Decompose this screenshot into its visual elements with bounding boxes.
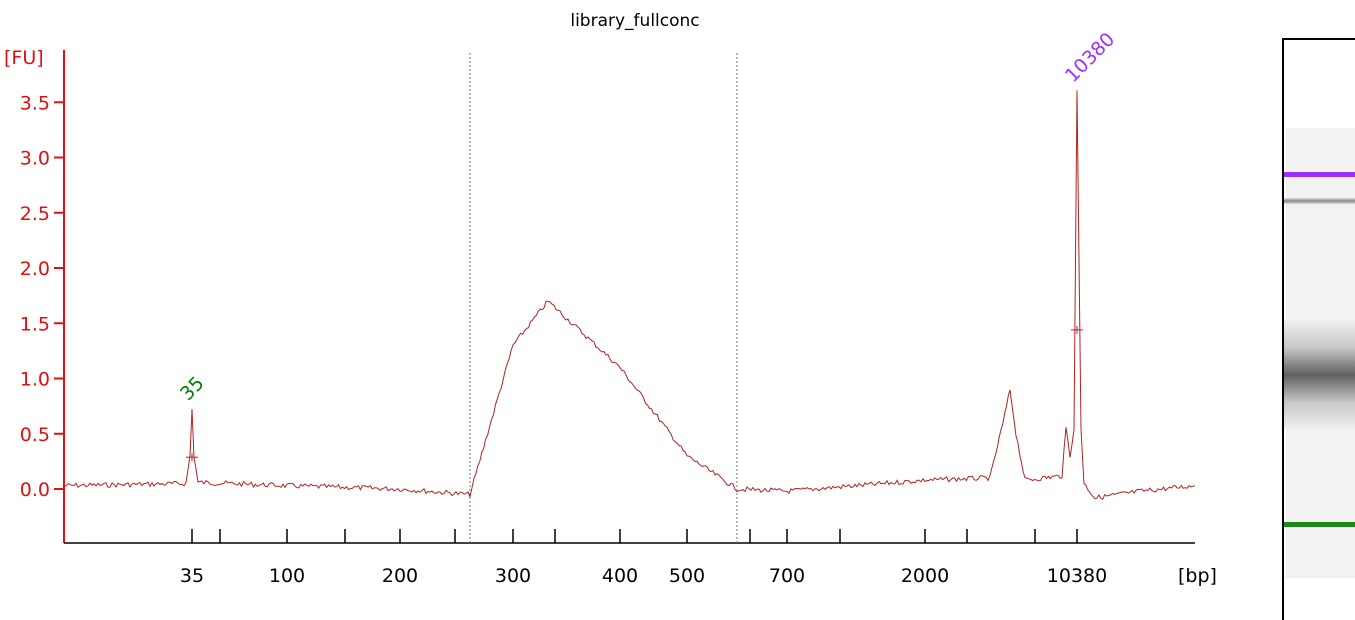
y-axis-label: [FU] [4,47,44,69]
y-tick-label: 1.0 [20,369,50,391]
x-tick-label: 100 [269,565,305,587]
y-tick-label: 1.5 [20,313,50,335]
gel-band-library-smear [1284,320,1355,430]
y-tick-label: 0.5 [20,424,50,446]
gel-image [1282,38,1355,620]
gel-band-lower-marker [1284,522,1355,527]
peak-label: 10380 [1061,28,1119,86]
y-tick-label: 3.0 [20,148,50,170]
x-tick-label: 10380 [1047,565,1107,587]
chart-title: library_fullconc [570,11,699,31]
x-tick-label: 500 [669,565,705,587]
trace-line [63,90,1196,500]
x-tick-label: 400 [602,565,638,587]
x-axis-label: [bp] [1178,565,1217,587]
x-tick-label: 300 [495,565,531,587]
x-tick-label: 35 [180,565,204,587]
x-tick-label: 700 [769,565,805,587]
y-tick-label: 0.0 [20,479,50,501]
y-tick-label: 2.5 [20,203,50,225]
electropherogram: library_fullconc [FU] [bp] 0.0 0.5 1.0 1.5 2… [4,11,1217,587]
x-tick-label: 2000 [901,565,949,587]
x-tick-label: 200 [382,565,418,587]
peak-label: 35 [176,372,209,405]
gel-band-high-band [1284,198,1355,204]
gel-band-upper-marker [1284,172,1355,177]
y-tick-label: 2.0 [20,258,50,280]
y-tick-label: 3.5 [20,92,50,114]
